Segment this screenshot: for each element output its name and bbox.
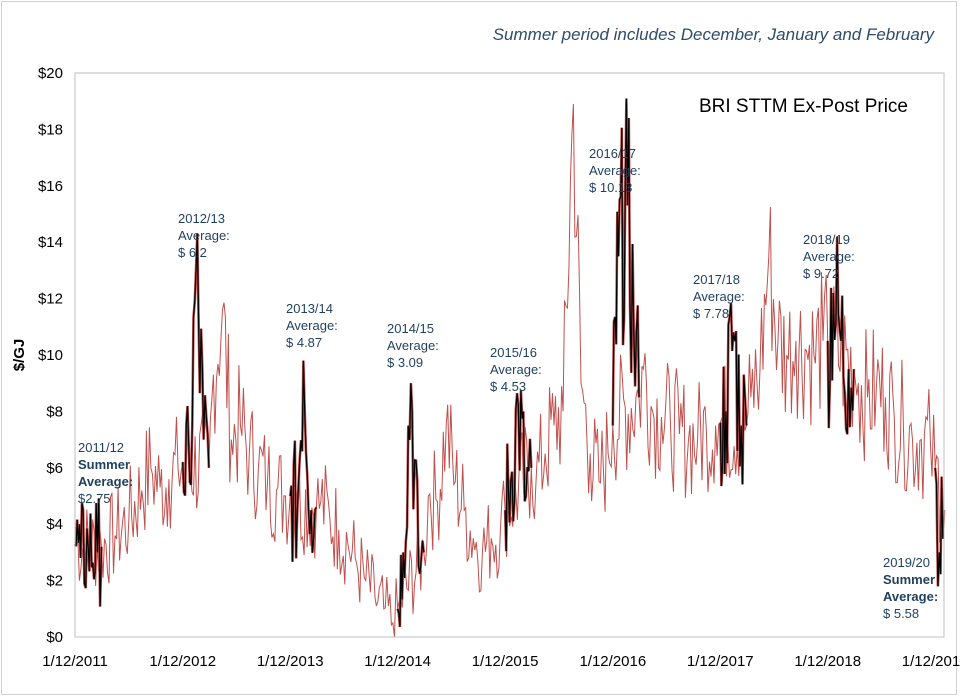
y-tick-label: $12	[38, 291, 63, 308]
series-line-summer	[397, 383, 425, 627]
annotation-line: $ 4.87	[286, 335, 322, 350]
series-line-summer	[719, 302, 748, 487]
annotation-line: $ 6.2	[178, 245, 207, 260]
annotation-line: Average:	[286, 318, 338, 333]
series-line-summer	[827, 236, 855, 435]
series-line-summer	[182, 233, 210, 496]
y-tick-label: $6	[46, 460, 63, 477]
annotation-line: Average:	[589, 163, 641, 178]
annotation-line: 2012/13	[178, 211, 225, 226]
annotation-line: Average:	[693, 289, 745, 304]
annotation-line: 2016/17	[589, 146, 636, 161]
annotation-line: $2.75	[78, 491, 111, 506]
series-line-summer	[934, 467, 945, 587]
annotation-line: $ 5.58	[883, 606, 919, 621]
x-axis-ticks: 1/12/2011 1/12/2012 1/12/2013 1/12/2014 1/12…	[42, 653, 960, 670]
chart-title: BRI STTM Ex-Post Price	[699, 96, 908, 117]
x-tick-label: 1/12/2014	[364, 653, 431, 670]
annotation-line: Average:	[387, 338, 439, 353]
annotation-line: Average:	[78, 474, 133, 489]
annotation-line: 2018/19	[803, 232, 850, 247]
y-tick-label: $18	[38, 121, 63, 138]
y-tick-label: $16	[38, 178, 63, 195]
series-line-summer	[289, 360, 317, 562]
annotation-line: 2014/15	[387, 321, 434, 336]
y-tick-label: $10	[38, 347, 63, 364]
y-tick-label: $0	[46, 629, 63, 646]
annotation-line: 2015/16	[490, 345, 537, 360]
x-tick-label: 1/12/2019	[902, 653, 960, 670]
y-axis-label: $/GJ	[11, 339, 28, 372]
annotation-line: Average:	[883, 589, 938, 604]
annotation-line: Average:	[490, 362, 542, 377]
annotations: 2011/12 Summer Average: $2.75 2012/13 Average…	[78, 146, 938, 621]
annotation-line: $ 3.09	[387, 355, 423, 370]
annotation-line: 2013/14	[286, 301, 333, 316]
annotation-line: Summer	[883, 572, 935, 587]
x-tick-label: 1/12/2016	[579, 653, 646, 670]
annotation-line: Average:	[803, 249, 855, 264]
y-tick-label: $4	[46, 516, 63, 533]
x-tick-label: 1/12/2015	[472, 653, 539, 670]
x-tick-label: 1/12/2012	[149, 653, 216, 670]
annotation-line: $ 9.72	[803, 266, 839, 281]
annotation-line: $ 4.53	[490, 379, 526, 394]
y-tick-label: $14	[38, 234, 63, 251]
x-tick-label: 1/12/2013	[257, 653, 324, 670]
chart-subtitle: Summer period includes December, January…	[492, 25, 934, 44]
annotation-line: 2011/12	[78, 440, 124, 455]
x-tick-label: 1/12/2017	[687, 653, 754, 670]
series-line-summer	[504, 390, 532, 552]
y-tick-label: $20	[38, 65, 63, 82]
annotation-line: $ 7.78	[693, 306, 729, 321]
series-lines	[73, 98, 946, 638]
series-line-summer	[74, 498, 103, 607]
annotation-line: Average:	[178, 228, 230, 243]
y-axis-ticks: $0 $2 $4 $6 $8 $10 $12 $14 $16 $18 $20	[38, 65, 63, 646]
x-tick-label: 1/12/2018	[794, 653, 861, 670]
annotation-line: 2019/20	[883, 555, 930, 570]
y-tick-label: $2	[46, 573, 63, 590]
y-tick-label: $8	[46, 403, 63, 420]
x-tick-label: 1/12/2011	[42, 653, 108, 670]
annotation-line: $ 10.13	[589, 180, 632, 195]
annotation-line: 2017/18	[693, 272, 740, 287]
plot-area-border	[74, 72, 945, 638]
annotation-line: Summer	[78, 457, 130, 472]
series-line-summer	[612, 98, 640, 426]
